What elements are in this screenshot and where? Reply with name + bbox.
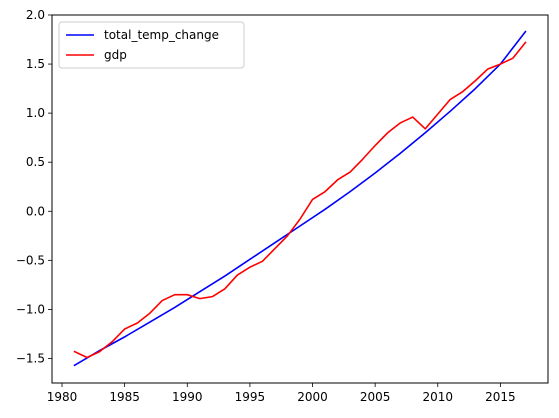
x-axis: 1980 1985 1990 1995 2000 2005 2010 2015 <box>47 383 516 404</box>
legend-label-total-temp-change: total_temp_change <box>104 28 219 42</box>
plot-area <box>73 30 527 367</box>
x-tick-label: 1995 <box>235 390 266 404</box>
series-line-gdp <box>73 41 527 359</box>
x-tick-label: 2015 <box>485 390 516 404</box>
y-tick-label: 0.0 <box>26 204 45 218</box>
y-tick-label: −1.5 <box>16 351 45 365</box>
axes-frame <box>51 14 549 384</box>
x-tick-label: 2005 <box>360 390 391 404</box>
x-tick-label: 1980 <box>47 390 78 404</box>
x-tick-label: 1990 <box>172 390 203 404</box>
y-tick-label: 2.0 <box>26 8 45 22</box>
y-tick-label: −0.5 <box>16 253 45 267</box>
y-tick-label: 1.5 <box>26 57 45 71</box>
x-tick-label: 2010 <box>423 390 454 404</box>
y-tick-label: −1.0 <box>16 302 45 316</box>
y-tick-label: 1.0 <box>26 106 45 120</box>
x-tick-label: 2000 <box>297 390 328 404</box>
y-axis: −1.5 −1.0 −0.5 0.0 0.5 1.0 1.5 2.0 <box>16 8 52 365</box>
y-tick-label: 0.5 <box>26 155 45 169</box>
series-line-total-temp-change <box>73 30 527 367</box>
x-tick-label: 1985 <box>109 390 140 404</box>
legend-box <box>58 21 245 69</box>
legend: total_temp_change gdp <box>58 21 245 69</box>
legend-label-gdp: gdp <box>104 48 127 62</box>
